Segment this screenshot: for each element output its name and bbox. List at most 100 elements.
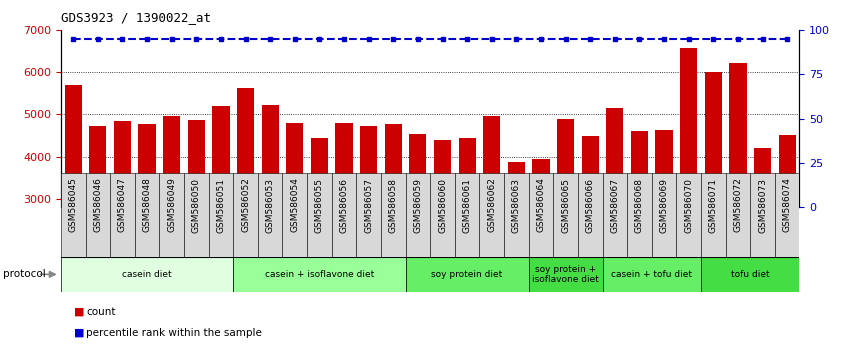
Bar: [385, 125, 402, 325]
Bar: [631, 131, 648, 325]
Bar: [110, 173, 135, 257]
Text: soy protein +
isoflavone diet: soy protein + isoflavone diet: [532, 265, 599, 284]
Bar: [89, 126, 107, 325]
Bar: [754, 148, 772, 325]
Text: GSM586067: GSM586067: [610, 178, 619, 233]
Bar: [532, 159, 550, 325]
Text: GSM586055: GSM586055: [315, 178, 324, 233]
Bar: [529, 173, 553, 257]
Text: GSM586052: GSM586052: [241, 178, 250, 233]
Bar: [283, 173, 307, 257]
Text: GSM586060: GSM586060: [438, 178, 447, 233]
Bar: [455, 173, 480, 257]
Bar: [310, 138, 328, 325]
Text: GSM586058: GSM586058: [389, 178, 398, 233]
Bar: [434, 140, 451, 325]
Bar: [701, 257, 799, 292]
Bar: [705, 72, 722, 325]
Bar: [209, 173, 233, 257]
Bar: [581, 136, 599, 325]
Bar: [135, 173, 159, 257]
Bar: [139, 124, 156, 325]
Bar: [627, 173, 651, 257]
Bar: [114, 121, 131, 325]
Bar: [553, 173, 578, 257]
Bar: [651, 173, 676, 257]
Bar: [483, 116, 500, 325]
Bar: [85, 173, 110, 257]
Text: GSM586057: GSM586057: [364, 178, 373, 233]
Text: GSM586066: GSM586066: [585, 178, 595, 233]
Bar: [775, 173, 799, 257]
Bar: [163, 116, 180, 325]
Text: GSM586045: GSM586045: [69, 178, 78, 233]
Text: GSM586053: GSM586053: [266, 178, 275, 233]
Text: GSM586074: GSM586074: [783, 178, 792, 233]
Text: GSM586062: GSM586062: [487, 178, 497, 233]
Bar: [676, 173, 701, 257]
Bar: [233, 257, 405, 292]
Text: tofu diet: tofu diet: [731, 270, 770, 279]
Text: GSM586071: GSM586071: [709, 178, 717, 233]
Text: casein + tofu diet: casein + tofu diet: [612, 270, 692, 279]
Bar: [578, 173, 602, 257]
Text: GSM586047: GSM586047: [118, 178, 127, 233]
Text: GSM586059: GSM586059: [414, 178, 422, 233]
Text: GSM586073: GSM586073: [758, 178, 767, 233]
Bar: [701, 173, 726, 257]
Bar: [184, 173, 209, 257]
Bar: [381, 173, 405, 257]
Text: GDS3923 / 1390022_at: GDS3923 / 1390022_at: [61, 11, 211, 24]
Text: GSM586056: GSM586056: [339, 178, 349, 233]
Text: soy protein diet: soy protein diet: [431, 270, 503, 279]
Bar: [64, 85, 82, 325]
Text: GSM586048: GSM586048: [143, 178, 151, 233]
Bar: [778, 136, 796, 325]
Text: GSM586072: GSM586072: [733, 178, 743, 233]
Bar: [233, 173, 258, 257]
Bar: [656, 130, 673, 325]
Bar: [602, 257, 701, 292]
Bar: [680, 48, 697, 325]
Bar: [430, 173, 455, 257]
Bar: [360, 126, 377, 325]
Bar: [726, 173, 750, 257]
Bar: [750, 173, 775, 257]
Bar: [286, 123, 304, 325]
Text: GSM586049: GSM586049: [168, 178, 176, 233]
Text: GSM586065: GSM586065: [561, 178, 570, 233]
Text: ■: ■: [74, 328, 84, 338]
Bar: [188, 120, 205, 325]
Text: count: count: [86, 307, 116, 316]
Bar: [607, 108, 624, 325]
Text: casein + isoflavone diet: casein + isoflavone diet: [265, 270, 374, 279]
Bar: [529, 257, 602, 292]
Bar: [307, 173, 332, 257]
Bar: [258, 173, 283, 257]
Text: GSM586046: GSM586046: [93, 178, 102, 233]
Bar: [405, 257, 529, 292]
Bar: [508, 162, 525, 325]
Text: GSM586054: GSM586054: [290, 178, 299, 233]
Bar: [405, 173, 430, 257]
Text: GSM586070: GSM586070: [684, 178, 693, 233]
Bar: [409, 134, 426, 325]
Bar: [61, 257, 233, 292]
Bar: [261, 105, 279, 325]
Text: GSM586063: GSM586063: [512, 178, 521, 233]
Bar: [335, 123, 353, 325]
Text: GSM586068: GSM586068: [635, 178, 644, 233]
Bar: [602, 173, 627, 257]
Bar: [159, 173, 184, 257]
Text: casein diet: casein diet: [123, 270, 172, 279]
Text: GSM586069: GSM586069: [660, 178, 668, 233]
Text: GSM586051: GSM586051: [217, 178, 225, 233]
Bar: [237, 88, 254, 325]
Text: percentile rank within the sample: percentile rank within the sample: [86, 328, 262, 338]
Text: protocol: protocol: [3, 269, 47, 279]
Text: ■: ■: [74, 307, 84, 316]
Bar: [729, 63, 746, 325]
Bar: [504, 173, 529, 257]
Bar: [332, 173, 356, 257]
Text: GSM586061: GSM586061: [463, 178, 471, 233]
